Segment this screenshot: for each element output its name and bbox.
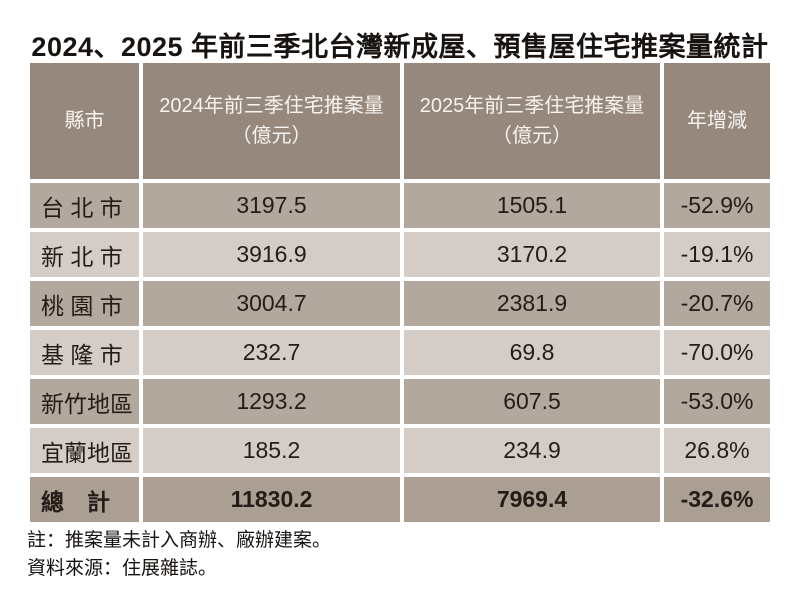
row-value-2024: 185.2 xyxy=(143,428,400,473)
page-title: 2024、2025 年前三季北台灣新成屋、預售屋住宅推案量統計 xyxy=(31,32,769,62)
stats-table: 縣市 2024年前三季住宅推案量 （億元） 2025年前三季住宅推案量 （億元）… xyxy=(30,63,770,522)
row-city: 桃 園 市 xyxy=(30,281,139,326)
header-city: 縣市 xyxy=(30,63,139,179)
row-value-2024: 3004.7 xyxy=(143,281,400,326)
row-value-2024: 3197.5 xyxy=(143,183,400,228)
row-value-2025: 1505.1 xyxy=(404,183,660,228)
row-value-yoy: 26.8% xyxy=(664,428,770,473)
total-value-yoy: -32.6% xyxy=(664,477,770,522)
row-city: 基 隆 市 xyxy=(30,330,139,375)
row-value-2025: 2381.9 xyxy=(404,281,660,326)
row-value-2025: 234.9 xyxy=(404,428,660,473)
header-2025-line1: 2025年前三季住宅推案量 xyxy=(419,95,645,117)
row-value-2025: 69.8 xyxy=(404,330,660,375)
footnote-source: 資料來源：住展雜誌。 xyxy=(27,558,218,579)
header-2025: 2025年前三季住宅推案量 （億元） xyxy=(404,63,660,179)
total-value-2025: 7969.4 xyxy=(404,477,660,522)
total-label: 總 計 xyxy=(30,477,139,522)
row-city: 新竹地區 xyxy=(30,379,139,424)
row-city: 台 北 市 xyxy=(30,183,139,228)
header-2024: 2024年前三季住宅推案量 （億元） xyxy=(143,63,400,179)
row-value-yoy: -19.1% xyxy=(664,232,770,277)
header-yoy: 年增減 xyxy=(664,63,770,179)
row-value-2025: 607.5 xyxy=(404,379,660,424)
row-city: 新 北 市 xyxy=(30,232,139,277)
total-value-2024: 11830.2 xyxy=(143,477,400,522)
row-value-2024: 232.7 xyxy=(143,330,400,375)
row-city: 宜蘭地區 xyxy=(30,428,139,473)
row-value-2025: 3170.2 xyxy=(404,232,660,277)
row-value-yoy: -52.9% xyxy=(664,183,770,228)
row-value-2024: 3916.9 xyxy=(143,232,400,277)
footnotes: 註：推案量未計入商辦、廠辦建案。 資料來源：住展雜誌。 xyxy=(27,527,331,583)
row-value-2024: 1293.2 xyxy=(143,379,400,424)
footnote-disclaimer: 註：推案量未計入商辦、廠辦建案。 xyxy=(27,530,332,551)
row-value-yoy: -20.7% xyxy=(664,281,770,326)
header-2025-line2: （億元） xyxy=(492,125,572,147)
row-value-yoy: -70.0% xyxy=(664,330,770,375)
header-2024-line2: （億元） xyxy=(231,125,312,147)
row-value-yoy: -53.0% xyxy=(664,379,770,424)
header-2024-line1: 2024年前三季住宅推案量 xyxy=(159,95,384,117)
